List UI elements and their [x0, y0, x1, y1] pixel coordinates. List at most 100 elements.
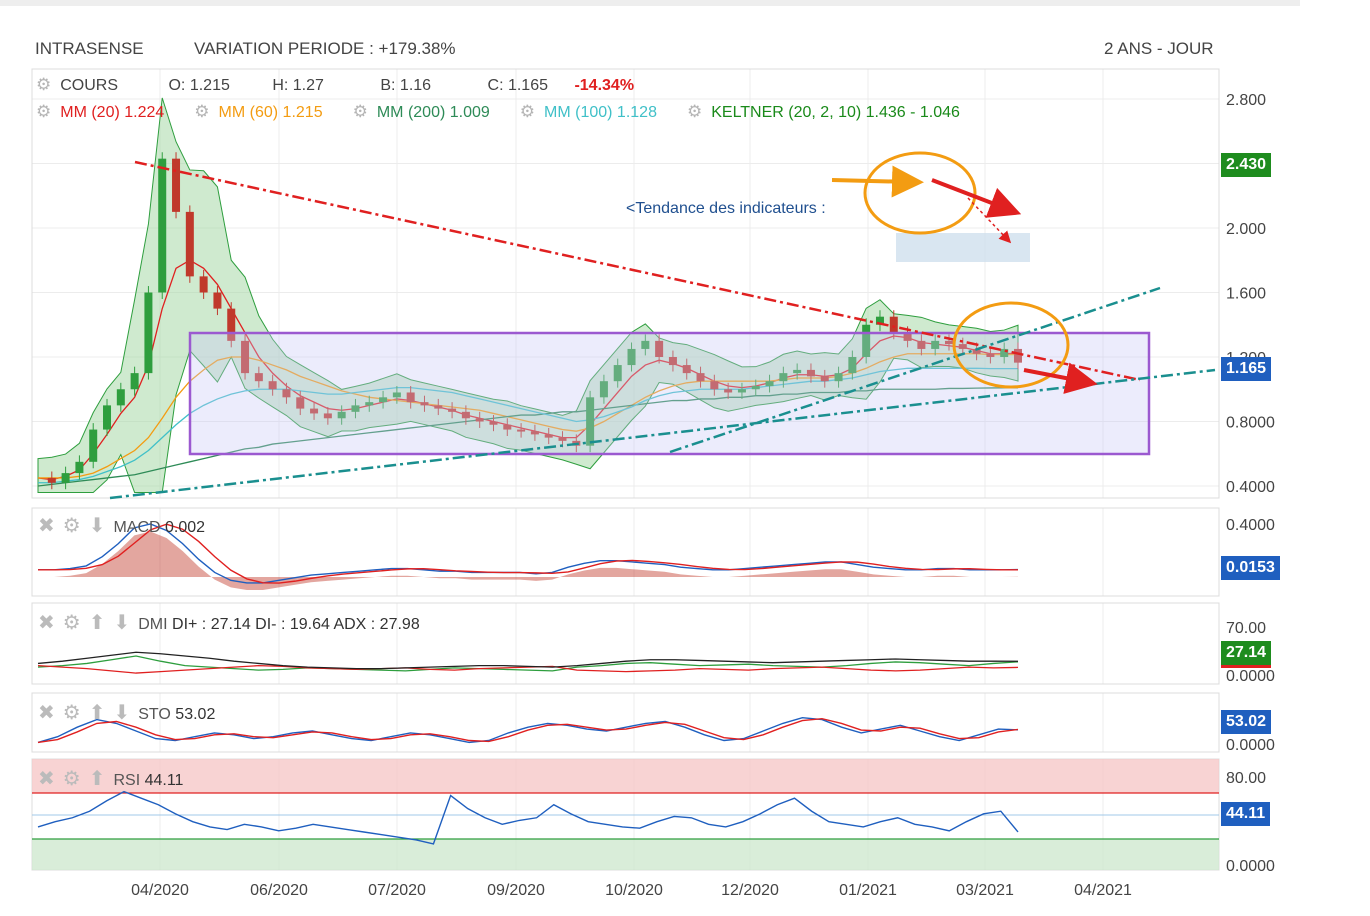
gear-icon[interactable]: ⚙ — [686, 102, 703, 121]
candle-body — [682, 365, 691, 374]
rsi-overbought-zone — [32, 759, 1219, 793]
sto-pane-header: ✖ ⚙ ⬆ ⬇ STO 53.02 — [38, 700, 215, 725]
x-tick-label: 06/2020 — [250, 882, 308, 899]
gear-icon[interactable]: ⚙ — [62, 702, 81, 724]
dmi-line — [37, 665, 1019, 674]
pane-y-tick: 80.00 — [1226, 770, 1266, 787]
macd-signal-line — [38, 523, 1019, 584]
sto-d-line — [37, 717, 1019, 744]
candle-body — [710, 381, 719, 390]
downtrend-line — [134, 160, 1141, 382]
gear-icon[interactable]: ⚙ — [352, 102, 368, 121]
arrow-down-icon[interactable]: ⬇ — [113, 612, 131, 634]
high-price-tag: 2.430 — [1221, 153, 1272, 177]
candle-body — [89, 429, 98, 462]
annotation-text: <Tendance des indicateurs : — [626, 200, 826, 217]
candle-body — [241, 340, 250, 374]
gear-icon[interactable]: ⚙ — [519, 102, 536, 121]
ma-line — [38, 367, 1018, 484]
candle-body — [130, 373, 139, 390]
gear-icon[interactable]: ⚙ — [36, 75, 52, 94]
sto-k-line — [37, 716, 1019, 744]
candle-body — [379, 397, 388, 403]
candle-body — [365, 402, 374, 406]
candle-body — [737, 389, 746, 393]
arrow-down-icon[interactable]: ⬇ — [113, 702, 131, 724]
candle-body — [986, 353, 995, 357]
pane-y-tick: 0.0000 — [1226, 858, 1275, 875]
close-icon[interactable]: ✖ — [38, 515, 55, 537]
arrow-up-icon[interactable]: ⬆ — [88, 702, 106, 724]
sub-indicators — [32, 523, 1219, 870]
x-tick-label: 12/2020 — [721, 882, 779, 899]
sto-label: STO — [138, 706, 171, 723]
dmi-pane-header: ✖ ⚙ ⬆ ⬇ DMI DI+ : 27.14 DI- : 19.64 ADX : 27… — [38, 610, 420, 635]
arrow-up-icon[interactable]: ⬆ — [88, 768, 106, 790]
candle-body — [586, 397, 595, 446]
trend-arrow — [831, 165, 924, 198]
candle-body — [61, 473, 70, 483]
gear-icon[interactable]: ⚙ — [36, 102, 52, 121]
candle-body — [889, 316, 898, 333]
macd-value: 0.002 — [165, 519, 206, 536]
x-tick-label: 09/2020 — [487, 882, 545, 899]
pane-frame — [31, 507, 1220, 597]
candle-body — [75, 461, 84, 474]
highlight-circle — [952, 301, 1070, 389]
candle-body — [268, 381, 277, 390]
indicator-name: MM (200) — [376, 104, 446, 121]
candle-body — [627, 348, 636, 366]
gear-icon[interactable]: ⚙ — [62, 515, 81, 537]
candle-body — [185, 211, 194, 277]
gear-icon[interactable]: ⚙ — [62, 768, 81, 790]
sto-value: 53.02 — [175, 706, 216, 723]
pane-y-tick: 0.4000 — [1226, 517, 1275, 534]
indicator-name: MM (20) — [60, 104, 120, 121]
dmi-line — [37, 651, 1019, 670]
y-tick-label: 0.8000 — [1226, 415, 1275, 432]
close-icon[interactable]: ✖ — [38, 702, 55, 724]
candle-body — [903, 332, 912, 341]
indicator-value: 1.436 - 1.046 — [861, 104, 960, 121]
candle-body — [613, 365, 622, 382]
candle-body — [489, 421, 498, 425]
trend-arrow — [967, 197, 1012, 244]
candles — [47, 152, 1022, 490]
y-tick-label: 0.4000 — [1226, 479, 1275, 496]
macd-pane-header: ✖ ⚙ ⬇ MACD 0.002 — [38, 513, 205, 538]
arrow-down-icon[interactable]: ⬇ — [88, 515, 106, 537]
cours-high: H: 1.27 — [272, 77, 324, 94]
candle-body — [475, 418, 484, 422]
gear-icon[interactable]: ⚙ — [62, 612, 81, 634]
candle-body — [158, 158, 167, 293]
candle-body — [696, 373, 705, 382]
last-price-tag: 1.165 — [1221, 357, 1272, 381]
dmi-label: DMI — [138, 616, 168, 633]
indicators-legend: ⚙ MM (20) 1.224 ⚙ MM (60) 1.215 ⚙ MM (200) 1.… — [36, 102, 960, 122]
close-icon[interactable]: ✖ — [38, 612, 55, 634]
arrow-up-icon[interactable]: ⬆ — [88, 612, 106, 634]
highlight-circle — [863, 151, 977, 235]
gear-icon[interactable]: ⚙ — [194, 102, 210, 121]
close-icon[interactable]: ✖ — [38, 768, 55, 790]
cours-open: O: 1.215 — [168, 77, 230, 94]
candle-body — [793, 369, 802, 374]
cours-legend: ⚙ COURS O: 1.215 H: 1.27 B: 1.16 C: 1.165… — [36, 75, 634, 95]
indicator-name: KELTNER (20, 2, 10) — [711, 104, 862, 121]
candle-body — [917, 340, 926, 349]
candle-body — [558, 437, 567, 441]
annotation-box — [896, 233, 1030, 262]
candle-body — [972, 348, 981, 354]
candle-body — [227, 308, 236, 341]
ticker-name: INTRASENSE — [35, 39, 144, 58]
cours-label: COURS — [60, 77, 119, 94]
candle-body — [958, 344, 967, 349]
pane-frame — [31, 602, 1220, 685]
candle-body — [503, 424, 512, 430]
rsi-line — [37, 790, 1019, 845]
x-tick-label: 03/2021 — [956, 882, 1014, 899]
cours-low: B: 1.16 — [380, 77, 432, 94]
candle-body — [420, 402, 429, 406]
x-tick-label: 07/2020 — [368, 882, 426, 899]
period-selector[interactable]: 2 ANS - JOUR — [1104, 39, 1214, 58]
